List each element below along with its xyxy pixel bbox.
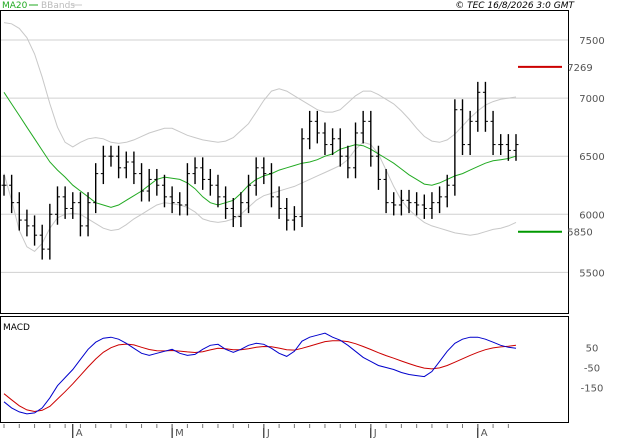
copyright-timestamp: © TEC 16/8/2026 3:0 GMT [455, 1, 575, 11]
bbands-legend: BBands [41, 1, 75, 11]
price-y-tick-label: 5500 [579, 268, 604, 279]
macd-y-tick-label: -150 [581, 384, 604, 395]
price-y-tick-label: 7500 [579, 36, 604, 47]
macd-panel-frame [0, 316, 569, 423]
price-y-tick-label: 7000 [579, 94, 604, 105]
ma20-series-line [3, 92, 517, 208]
macd-y-tick-label: -50 [584, 363, 600, 374]
x-tick-label: A [481, 428, 488, 439]
x-tick-label: M [175, 428, 184, 439]
bollinger-bands [3, 22, 517, 253]
macd-y-axis-labels: 50 -50 -150 [581, 343, 604, 394]
bollinger-upper-line [3, 22, 517, 148]
price-bars [1, 81, 519, 260]
ma20-legend: MA20 [2, 1, 28, 11]
macd-lines [3, 332, 517, 415]
macd-title: MACD [3, 323, 30, 333]
price-panel-frame [0, 10, 569, 314]
macd-signal-line [3, 340, 517, 413]
support-resistance-levels: 7269 5850 [518, 63, 593, 239]
x-tick-label: J [266, 428, 270, 439]
price-y-tick-label: 6000 [579, 210, 604, 221]
resistance-level-label: 7269 [567, 63, 592, 74]
ma20-line [3, 92, 517, 208]
x-tick-label: A [76, 428, 83, 439]
bollinger-lower-line [3, 141, 517, 253]
price-y-tick-label: 6500 [579, 152, 604, 163]
support-level-label: 5850 [567, 228, 592, 239]
x-tick-label: J [373, 428, 377, 439]
macd-y-tick-label: 50 [586, 343, 599, 354]
price-gridlines [1, 39, 568, 273]
macd-line [3, 332, 517, 415]
price-y-axis-labels: 7500 7000 6500 6000 5500 [579, 36, 604, 279]
